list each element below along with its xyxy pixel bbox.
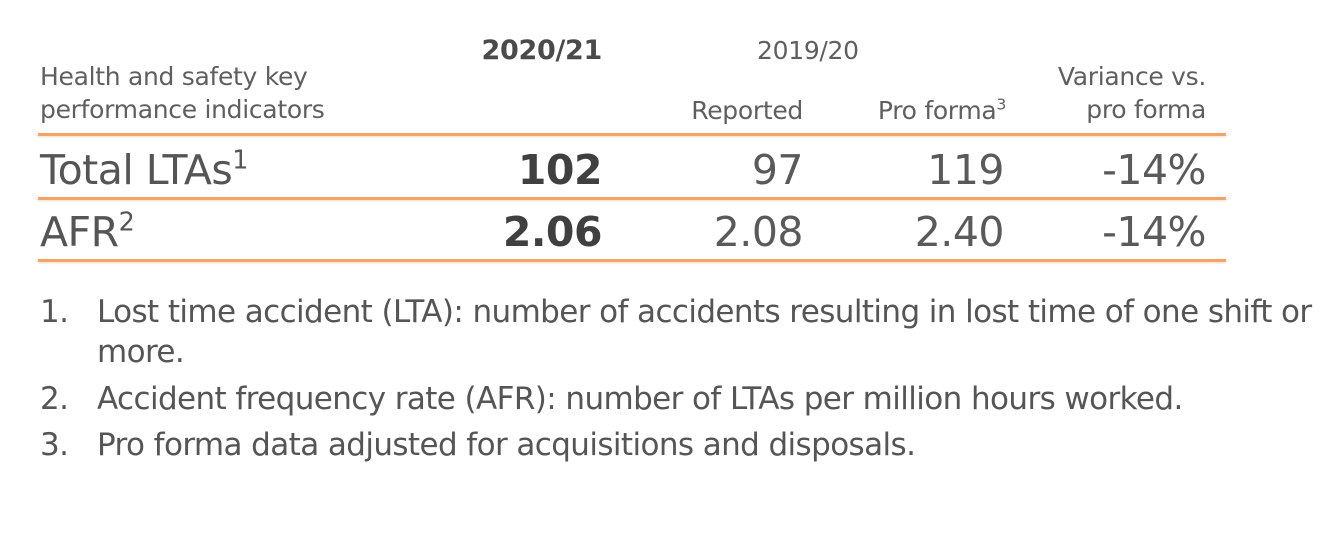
footnote-number: 2. — [40, 381, 69, 417]
cell-current-afr: 2.06 — [502, 208, 603, 256]
cell-proforma-afr: 2.40 — [914, 208, 1005, 256]
proforma-footnote-marker: 3 — [996, 95, 1006, 114]
footnote-text: Lost time accident (LTA): number of acci… — [97, 294, 1312, 370]
footnote-number: 1. — [40, 294, 69, 330]
row-divider — [38, 197, 1226, 200]
variance-header-line1: Variance vs. — [1057, 62, 1206, 91]
cell-current-total-ltas: 102 — [517, 146, 603, 194]
row-footnote-marker: 2 — [118, 206, 135, 237]
reported-column-header: Reported — [691, 96, 803, 125]
footnote-2: 2. Accident frequency rate (AFR): number… — [40, 379, 1330, 419]
proforma-header-label: Pro forma — [877, 96, 997, 125]
footnote-3: 3. Pro forma data adjusted for acquisiti… — [40, 425, 1330, 465]
cell-reported-afr: 2.08 — [713, 208, 804, 256]
indicator-column-header: Health and safety key performance indica… — [40, 60, 325, 126]
header-divider — [38, 133, 1226, 136]
cell-reported-total-ltas: 97 — [751, 146, 804, 194]
variance-header-line2: pro forma — [1086, 95, 1206, 124]
row-label-text: AFR — [40, 208, 119, 256]
current-year-header: 2020/21 — [481, 35, 603, 66]
cell-variance-afr: -14% — [1102, 208, 1206, 256]
cell-variance-total-ltas: -14% — [1102, 146, 1206, 194]
row-label-total-ltas: Total LTAs1 — [40, 146, 248, 194]
indicator-header-line2: performance indicators — [40, 95, 325, 124]
footnote-text: Accident frequency rate (AFR): number of… — [97, 381, 1183, 417]
row-footnote-marker: 1 — [232, 144, 248, 175]
footnote-number: 3. — [40, 427, 69, 463]
row-label-afr: AFR2 — [40, 206, 135, 256]
footnote-1: 1. Lost time accident (LTA): number of a… — [40, 292, 1330, 372]
prior-year-header: 2019/20 — [757, 36, 859, 65]
footnote-text: Pro forma data adjusted for acquisitions… — [97, 427, 916, 463]
variance-column-header: Variance vs. pro forma — [1058, 60, 1206, 126]
proforma-column-header: Pro forma3 — [878, 94, 1006, 127]
indicator-header-line1: Health and safety key — [40, 62, 308, 91]
row-label-text: Total LTAs — [40, 146, 233, 194]
table-bottom-rule — [38, 259, 1226, 262]
cell-proforma-total-ltas: 119 — [927, 146, 1004, 194]
